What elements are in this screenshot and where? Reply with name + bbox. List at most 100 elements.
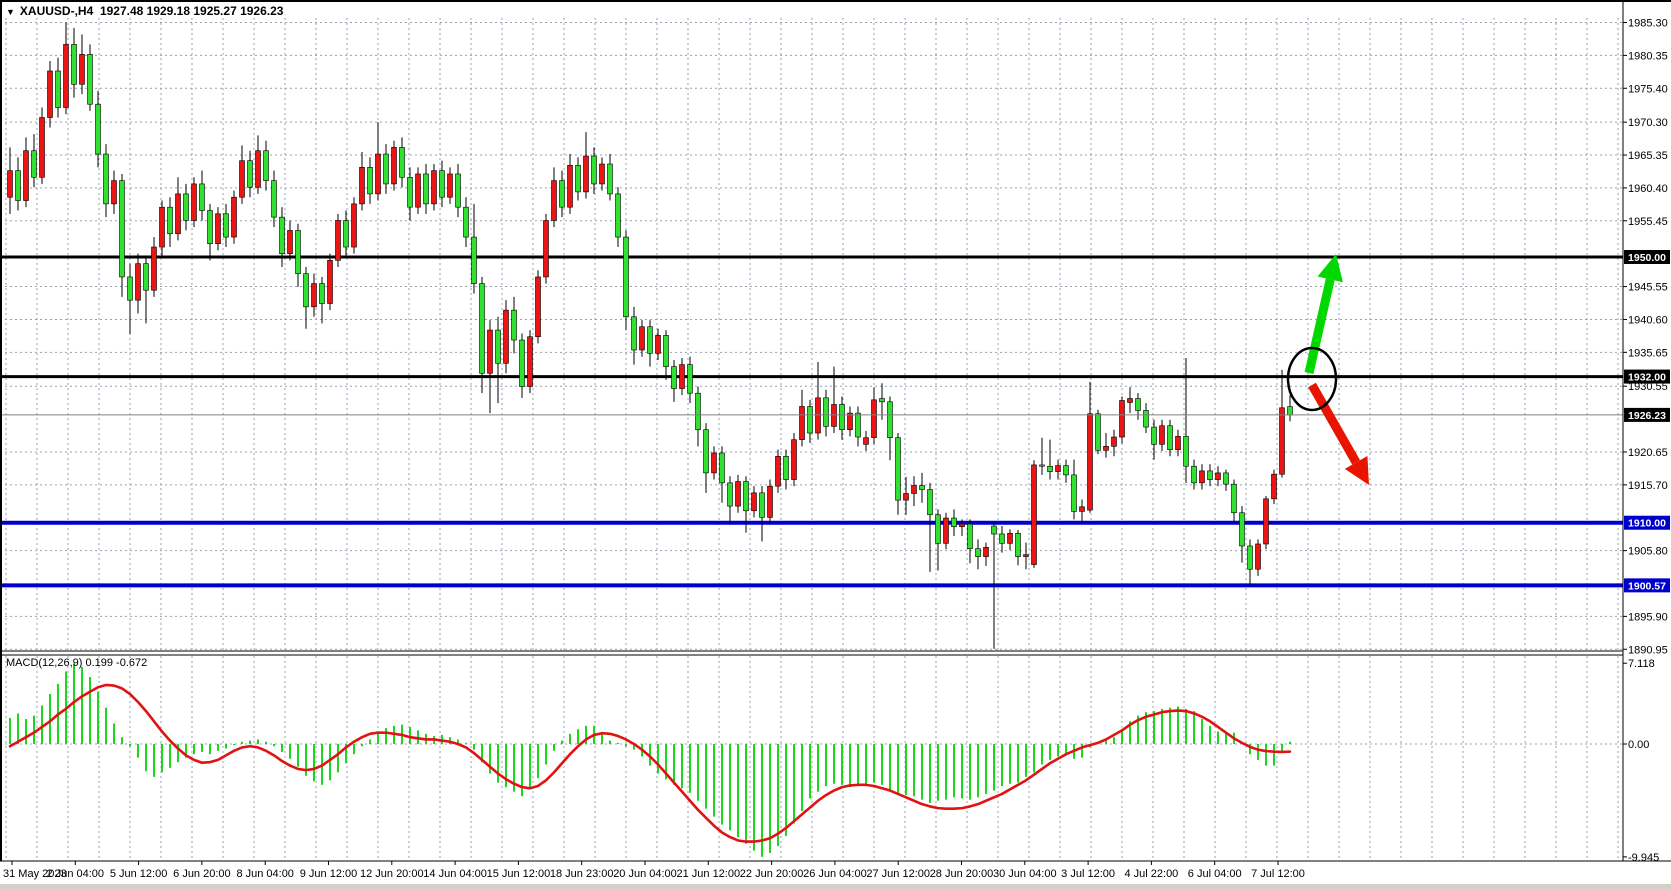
candle-body [151,246,157,291]
candle-body [303,273,309,308]
candle-body [951,517,957,528]
candle-body [671,366,677,389]
time-tick-label: 30 Jun 04:00 [993,868,1057,880]
candle-body [1271,473,1277,500]
candle-body [1199,470,1205,484]
candle-body [263,150,269,181]
price-tick-label: 1985.30 [1628,18,1668,30]
candle-body [439,170,445,198]
candle-body [1119,400,1125,438]
candle-body [1079,506,1085,512]
candle-body [375,153,381,195]
svg-text:1900.57: 1900.57 [1628,580,1666,592]
candle-body [127,276,133,301]
candle-body [1231,483,1237,514]
candle-body [1023,554,1029,557]
candle-body [919,485,925,490]
candle-body [119,180,125,278]
time-tick-label: 5 Jun 12:00 [110,868,168,880]
candle-body [583,155,589,193]
candle-body [47,70,53,118]
candle-body [223,213,229,238]
price-tick-label: 1930.55 [1628,381,1668,393]
candle-body [367,167,373,195]
candle-body [527,336,533,387]
candle-body [1223,472,1229,485]
candle-body [735,481,741,507]
candle-body [463,206,469,238]
grid [0,18,1623,861]
candle-body [711,452,717,474]
candle-body [1071,474,1077,512]
time-tick-label: 12 Jun 20:00 [360,868,424,880]
time-tick-label: 7 Jul 12:00 [1251,868,1305,880]
candle-body [1135,398,1141,411]
circle-annotation[interactable] [1286,346,1338,412]
candle-body [551,180,557,221]
candle-body [1063,465,1069,476]
candle-body [191,183,197,221]
macd-tick-label: -9.945 [1628,852,1659,864]
up-arrow-annotation[interactable] [1304,254,1343,374]
macd-indicator-label: MACD(12,26,9) 0.199 -0.672 [6,657,148,669]
candle-body [655,335,661,354]
candle-body [1031,464,1037,565]
candle-body [999,533,1005,544]
price-tick-label: 1960.40 [1628,183,1668,195]
time-tick-label: 18 Jun 23:00 [550,868,614,880]
candle-body [487,329,493,374]
time-tick-label: 15 Jun 12:00 [487,868,551,880]
candle-body [751,492,757,512]
candle-body [495,329,501,364]
time-tick-label: 4 Jul 22:00 [1124,868,1178,880]
candle-body [447,173,453,198]
candle-body [247,160,253,188]
candle-body [183,193,189,221]
candle-body [255,150,261,188]
candle-body [887,401,893,438]
candle-body [455,173,461,208]
candle-body [783,455,789,480]
candle-body [727,482,733,507]
price-badge: 1950.00 [1624,250,1670,264]
candle-body [199,183,205,211]
candle-body [399,147,405,178]
candle-body [231,196,237,238]
candle-body [327,260,333,304]
candle-body [1247,545,1253,570]
candle-body [71,44,77,85]
candle-body [311,283,317,308]
price-axis[interactable]: 1985.30 1980.35 1975.40 1970.30 1965.35 1960.… [1623,18,1668,864]
candle-body [511,309,517,341]
candle-body [431,170,437,205]
chart-title: ▼ XAUUSD-,H4 1927.48 1929.18 1925.27 1926… [6,4,283,18]
candle-body [1239,512,1245,547]
candle-body [479,283,485,374]
time-tick-label: 31 May 2023 [3,868,67,880]
candle-body [543,220,549,278]
candle-body [343,220,349,248]
price-tick-label: 1895.90 [1628,611,1668,623]
price-tick-label: 1970.30 [1628,117,1668,129]
candle-body [647,326,653,354]
svg-text:1926.23: 1926.23 [1628,410,1666,422]
candle-body [1103,446,1109,451]
price-tick-label: 1965.35 [1628,150,1668,162]
candle-body [159,206,165,248]
time-tick-label: 20 Jun 04:00 [613,868,677,880]
time-tick-label: 22 Jun 20:00 [740,868,804,880]
down-arrow-annotation[interactable] [1308,382,1369,485]
candle-body [15,170,21,201]
candle-body [903,493,909,501]
candle-body [1007,533,1013,544]
candle-body [391,147,397,185]
candle-body [1175,436,1181,450]
symbol-dropdown-icon[interactable]: ▼ [6,7,15,17]
candle-body [943,517,949,544]
candle-body [607,163,613,195]
candle-body [135,263,141,301]
candle-body [87,54,93,105]
